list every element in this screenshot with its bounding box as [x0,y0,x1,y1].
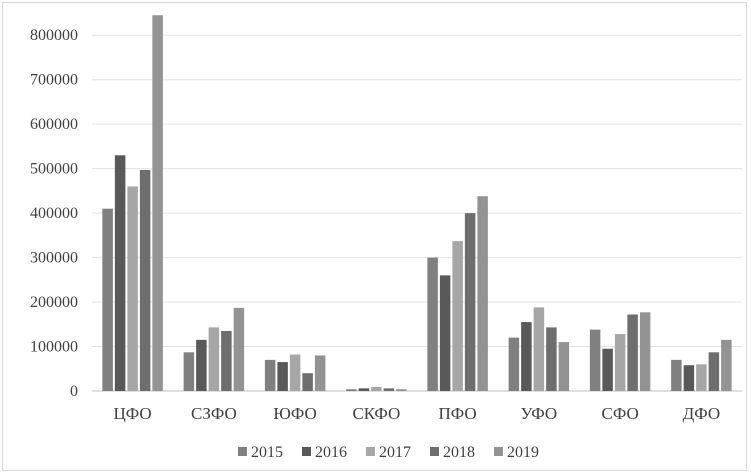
x-category-label: СФО [601,404,638,423]
bar-2017-СФО [614,334,626,391]
bar-2017-ЮФО [289,354,301,391]
bar-2016-СКФО [358,388,370,391]
bar-2019-ЮФО [314,355,326,391]
bar-2015-СФО [589,329,601,391]
bars [102,15,732,391]
legend-swatch [238,447,247,456]
x-category-label: УФО [521,404,558,423]
x-category-label: ЦФО [114,404,152,423]
legend-label: 2015 [251,444,283,461]
bar-2017-СЗФО [208,327,220,391]
y-axis-ticks: 0 100000 200000 300000 400000 500000 600000 700… [30,27,78,400]
bar-2019-ДФО [721,339,732,391]
y-tick-label: 0 [70,383,78,400]
y-tick-label: 300000 [30,250,78,267]
bar-2017-ЦФО [127,186,138,391]
bar-2019-СЗФО [233,307,245,391]
x-category-label: СКФО [352,404,400,423]
legend-swatch [494,447,503,456]
bar-2019-СКФО [396,389,407,391]
x-axis-labels: ЦФО СЗФО ЮФО СКФО ПФО УФО СФО ДФО [114,404,721,423]
y-tick-label: 400000 [30,205,78,222]
bar-2016-ЮФО [277,362,288,391]
y-tick-label: 700000 [30,72,78,89]
y-tick-label: 600000 [30,116,78,133]
bar-2018-СФО [627,314,638,391]
bar-2018-ПФО [464,213,476,391]
legend-swatch [366,447,375,456]
bar-2016-ДФО [683,365,695,391]
y-tick-label: 100000 [30,339,78,356]
bar-2018-ДФО [708,352,720,391]
bar-2019-УФО [558,342,570,391]
y-tick-label: 200000 [30,294,78,311]
bar-2016-ПФО [439,275,451,391]
bar-2019-СФО [639,312,651,391]
bar-2018-ЮФО [302,373,313,391]
bar-2016-ЦФО [114,155,126,391]
x-category-label: СЗФО [191,404,237,423]
x-category-label: ПФО [439,404,477,423]
bar-2015-ПФО [427,257,438,391]
legend-label: 2018 [443,444,475,461]
legend-swatch [302,447,311,456]
bar-2018-СЗФО [221,330,232,391]
bar-2018-УФО [546,327,557,391]
bar-2015-СЗФО [183,352,195,391]
bar-2017-ПФО [452,241,463,391]
x-category-label: ЮФО [273,404,316,423]
bar-2015-УФО [508,337,520,391]
legend-label: 2017 [379,444,411,461]
bar-2018-ЦФО [139,169,151,391]
legend: 2015 2016 2017 2018 2019 [238,444,539,461]
y-tick-label: 800000 [30,27,78,44]
bar-2018-СКФО [383,388,395,391]
bar-2016-СФО [602,348,613,391]
bar-2016-СЗФО [196,339,207,391]
bar-2017-ДФО [696,364,707,391]
legend-label: 2019 [507,444,539,461]
bar-2015-ЦФО [102,208,113,391]
bar-2019-ЦФО [152,15,163,391]
bar-2015-ЮФО [264,359,276,391]
bar-2017-СКФО [371,386,382,391]
bar-2015-ДФО [671,359,682,391]
legend-swatch [430,447,439,456]
y-tick-label: 500000 [30,161,78,178]
bar-2019-ПФО [477,196,488,391]
bar-2016-УФО [521,322,532,391]
x-category-label: ДФО [683,404,721,423]
legend-label: 2016 [315,444,347,461]
bar-2017-УФО [533,307,545,391]
bar-2015-СКФО [346,389,357,391]
